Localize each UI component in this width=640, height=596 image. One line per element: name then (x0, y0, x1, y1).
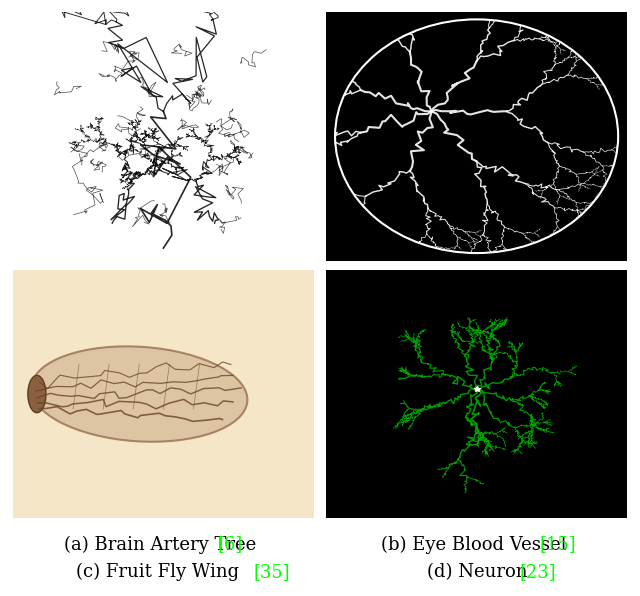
Text: [6]: [6] (217, 536, 243, 554)
Text: [15]: [15] (540, 536, 576, 554)
Text: (c) Fruit Fly Wing: (c) Fruit Fly Wing (76, 563, 244, 581)
Ellipse shape (31, 346, 248, 442)
Text: [23]: [23] (519, 563, 556, 581)
Ellipse shape (28, 375, 46, 412)
Text: (d) Neuron: (d) Neuron (427, 563, 533, 581)
Text: (a) Brain Artery Tree: (a) Brain Artery Tree (65, 535, 262, 554)
Text: [35]: [35] (253, 563, 291, 581)
Text: (b) Eye Blood Vessel: (b) Eye Blood Vessel (381, 535, 572, 554)
